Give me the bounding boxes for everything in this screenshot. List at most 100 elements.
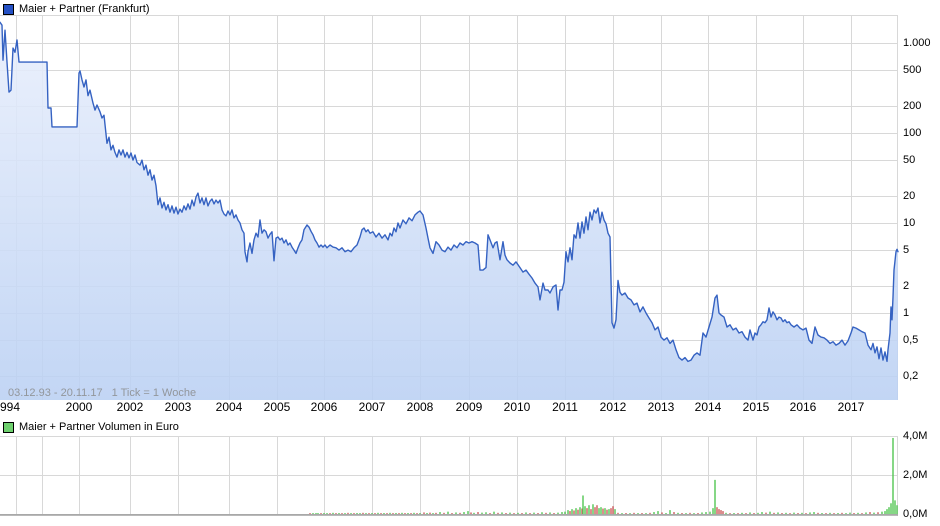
year-tick-label: 2008 xyxy=(406,400,434,414)
volume-bar xyxy=(877,512,879,514)
volume-bar xyxy=(873,512,875,514)
volume-bar xyxy=(586,508,588,514)
volume-bar xyxy=(665,513,667,514)
volume-bar xyxy=(821,513,823,514)
volume-bar xyxy=(435,512,437,514)
volume-bar xyxy=(681,513,683,514)
volume-bar xyxy=(869,512,871,514)
year-tick-label: 2015 xyxy=(742,400,770,414)
volume-bar xyxy=(529,513,531,514)
volume-bar xyxy=(714,479,716,514)
volume-bar xyxy=(501,512,503,514)
year-tick-label: 2017 xyxy=(837,400,865,414)
volume-bar xyxy=(598,508,600,514)
volume-bar xyxy=(633,512,635,514)
volume-bar xyxy=(410,513,412,514)
volume-bar xyxy=(505,513,507,514)
volume-bar xyxy=(637,513,639,514)
volume-bar xyxy=(737,513,739,514)
year-tick-label: 2012 xyxy=(599,400,627,414)
volume-bar xyxy=(729,513,731,514)
volume-bar xyxy=(365,513,367,514)
volume-bar xyxy=(359,513,361,514)
volume-bar xyxy=(594,507,596,514)
volume-bar xyxy=(582,495,584,514)
volume-bar xyxy=(781,513,783,514)
volume-bar xyxy=(757,512,759,514)
volume-bar xyxy=(320,513,322,514)
volume-bar xyxy=(374,513,376,514)
year-tick-label: 2005 xyxy=(263,400,291,414)
year-tick-label: 2013 xyxy=(647,400,675,414)
volume-bar xyxy=(596,505,598,514)
volume-bar xyxy=(356,513,358,514)
volume-bar xyxy=(577,509,579,514)
volume-bar xyxy=(705,512,707,514)
volume-bar xyxy=(451,513,453,514)
volume-bar xyxy=(463,512,465,514)
volume-bar xyxy=(625,513,627,514)
volume-bar xyxy=(653,512,655,514)
volume-bar xyxy=(745,513,747,514)
volume-bar xyxy=(697,513,699,514)
price-line-series xyxy=(0,21,899,363)
volume-bar xyxy=(392,513,394,514)
volume-bar xyxy=(673,512,675,514)
volume-bar xyxy=(884,511,886,514)
volume-bar xyxy=(677,512,679,514)
volume-bar xyxy=(329,513,331,514)
volume-bar xyxy=(447,511,449,514)
volume-bar xyxy=(865,512,867,514)
volume-bar xyxy=(841,512,843,514)
volume-ytick-label: 2,0M xyxy=(903,469,928,481)
volume-bar xyxy=(725,512,727,514)
volume-bar xyxy=(621,513,623,514)
volume-bar xyxy=(857,512,859,514)
volume-bar xyxy=(712,508,714,514)
volume-bar xyxy=(413,512,415,514)
volume-bar xyxy=(549,512,551,514)
volume-bar xyxy=(669,510,671,514)
volume-bar xyxy=(604,508,606,514)
volume-bar xyxy=(718,509,720,514)
volume-bar xyxy=(368,513,370,514)
volume-bar xyxy=(401,512,403,514)
volume-bar xyxy=(689,512,691,514)
volume-bar xyxy=(377,512,379,514)
price-series-swatch-icon xyxy=(3,3,14,15)
volume-bar xyxy=(564,511,566,514)
volume-bar xyxy=(485,512,487,514)
volume-bar xyxy=(612,506,614,514)
year-tick-label: 2006 xyxy=(310,400,338,414)
volume-bar xyxy=(481,512,483,514)
price-ytick-label: 500 xyxy=(903,64,922,77)
volume-bar xyxy=(777,512,779,514)
volume-bar xyxy=(608,509,610,514)
volume-bar xyxy=(581,508,583,514)
volume-bar xyxy=(606,509,608,514)
volume-bar xyxy=(557,512,559,514)
volume-bar xyxy=(701,512,703,514)
volume-bar xyxy=(517,512,519,514)
volume-bar xyxy=(789,513,791,514)
year-tick-label: 2004 xyxy=(215,400,243,414)
price-area-fill xyxy=(0,22,898,401)
volume-bar xyxy=(404,513,406,514)
volume-bar xyxy=(470,512,472,514)
volume-bar xyxy=(477,512,479,514)
volume-bar xyxy=(533,512,535,514)
volume-bar xyxy=(722,511,724,514)
volume-bar xyxy=(881,511,883,514)
volume-bar xyxy=(571,509,573,514)
volume-bar xyxy=(541,512,543,514)
volume-bar xyxy=(861,513,863,514)
volume-bar xyxy=(341,513,343,514)
volume-bar xyxy=(569,511,571,514)
volume-bar xyxy=(395,513,397,514)
volume-bar xyxy=(521,513,523,514)
volume-bar xyxy=(493,511,495,514)
volume-bar xyxy=(685,513,687,514)
volume-bar xyxy=(693,513,695,514)
volume-bar xyxy=(797,513,799,514)
